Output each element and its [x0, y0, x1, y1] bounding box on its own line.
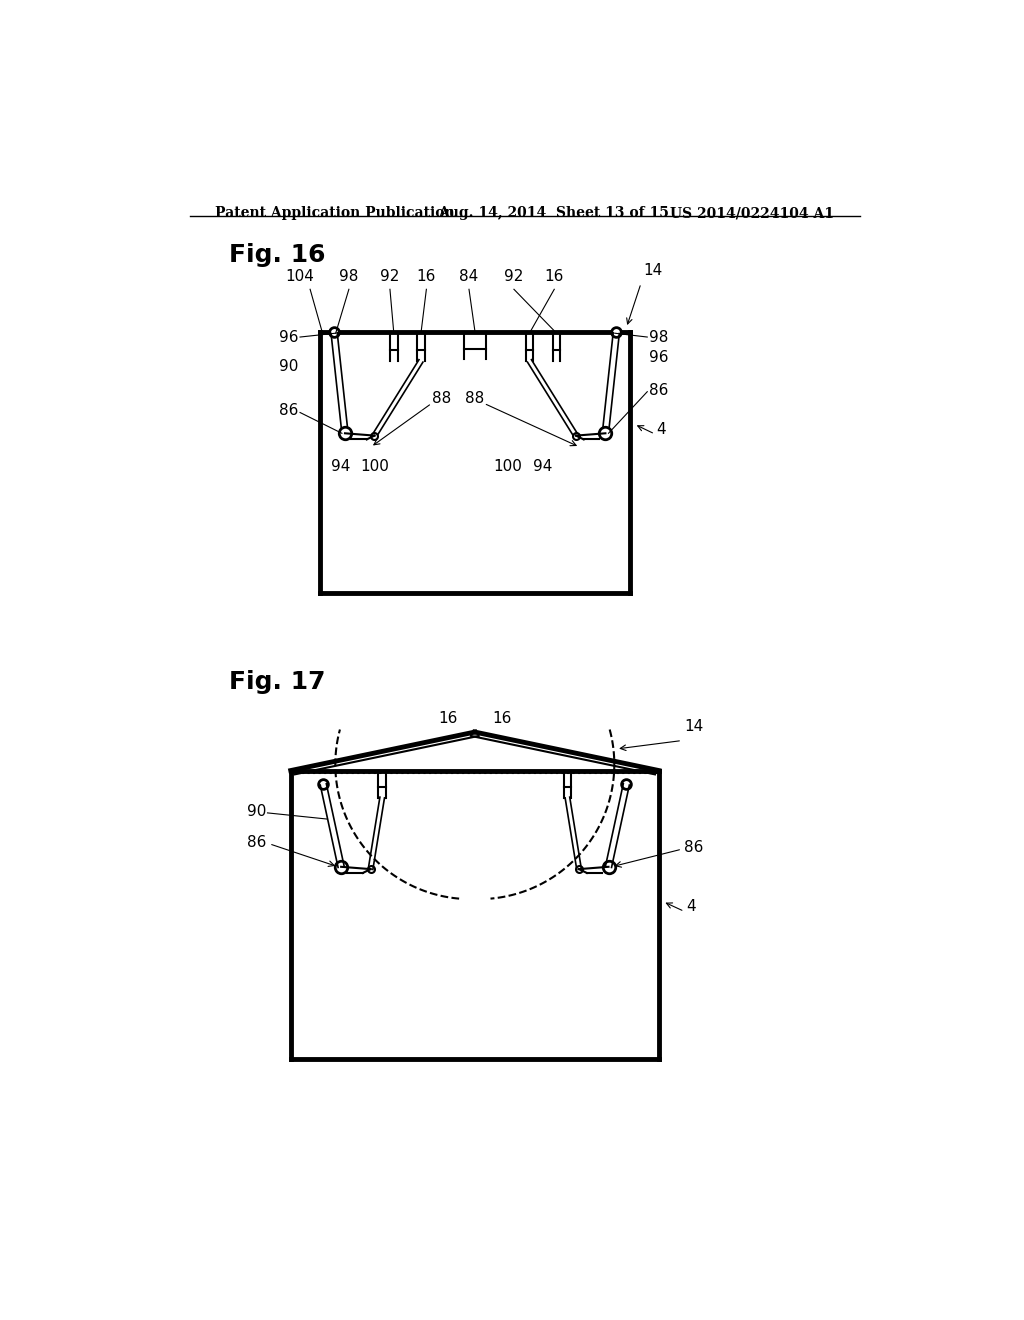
Text: Patent Application Publication: Patent Application Publication	[215, 206, 455, 220]
Text: 98: 98	[339, 269, 358, 284]
Text: 84: 84	[460, 269, 478, 284]
Text: 14: 14	[684, 719, 703, 734]
Text: 96: 96	[279, 330, 299, 345]
Text: 100: 100	[494, 459, 522, 474]
Text: 90: 90	[247, 804, 266, 818]
Text: 98: 98	[649, 330, 669, 345]
Text: 90: 90	[280, 359, 299, 374]
Text: 16: 16	[417, 269, 436, 284]
Text: 92: 92	[380, 269, 399, 284]
Text: 86: 86	[247, 834, 266, 850]
Text: Aug. 14, 2014  Sheet 13 of 15: Aug. 14, 2014 Sheet 13 of 15	[438, 206, 669, 220]
Text: 86: 86	[684, 840, 703, 855]
Text: 96: 96	[649, 350, 669, 364]
Text: 92: 92	[504, 269, 523, 284]
Text: 86: 86	[280, 404, 299, 418]
Text: Fig. 16: Fig. 16	[228, 243, 326, 267]
Text: 88: 88	[432, 391, 451, 407]
Text: 94: 94	[332, 459, 351, 474]
Text: 16: 16	[545, 269, 564, 284]
Text: 4: 4	[656, 422, 667, 437]
Text: Fig. 17: Fig. 17	[228, 671, 326, 694]
Text: 88: 88	[465, 391, 484, 407]
Text: 94: 94	[532, 459, 552, 474]
Text: 16: 16	[493, 711, 512, 726]
Text: US 2014/0224104 A1: US 2014/0224104 A1	[671, 206, 835, 220]
Text: 4: 4	[686, 899, 695, 915]
Text: 86: 86	[649, 383, 669, 399]
Text: 14: 14	[643, 263, 663, 277]
Text: 100: 100	[360, 459, 389, 474]
Text: 104: 104	[286, 269, 314, 284]
Text: 16: 16	[438, 711, 458, 726]
